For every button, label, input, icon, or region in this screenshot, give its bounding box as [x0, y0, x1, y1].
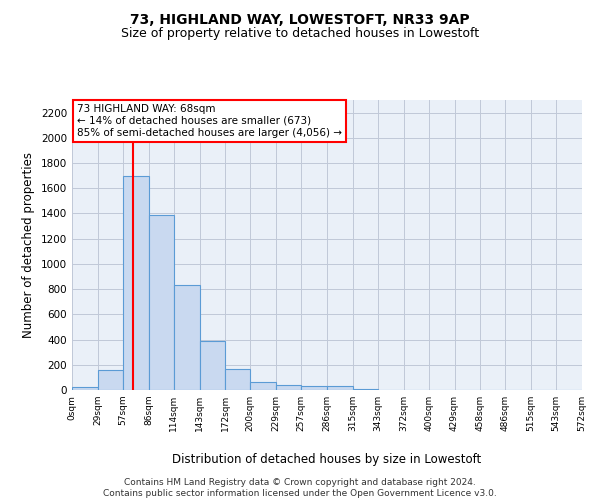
Text: Size of property relative to detached houses in Lowestoft: Size of property relative to detached ho…	[121, 28, 479, 40]
Bar	[98, 370, 123, 390]
Y-axis label: Number of detached properties: Number of detached properties	[22, 152, 35, 338]
Bar	[199, 342, 226, 390]
Text: 73, HIGHLAND WAY, LOWESTOFT, NR33 9AP: 73, HIGHLAND WAY, LOWESTOFT, NR33 9AP	[130, 12, 470, 26]
Bar	[123, 176, 149, 390]
Bar	[173, 284, 199, 390]
Bar	[301, 386, 327, 390]
Bar	[250, 382, 276, 390]
Bar	[327, 386, 353, 390]
Bar	[276, 385, 301, 390]
Bar	[149, 214, 173, 390]
Bar	[72, 388, 98, 390]
Bar	[226, 369, 250, 390]
Text: 73 HIGHLAND WAY: 68sqm
← 14% of detached houses are smaller (673)
85% of semi-de: 73 HIGHLAND WAY: 68sqm ← 14% of detached…	[77, 104, 342, 138]
Text: Contains HM Land Registry data © Crown copyright and database right 2024.
Contai: Contains HM Land Registry data © Crown c…	[103, 478, 497, 498]
Text: Distribution of detached houses by size in Lowestoft: Distribution of detached houses by size …	[172, 452, 482, 466]
